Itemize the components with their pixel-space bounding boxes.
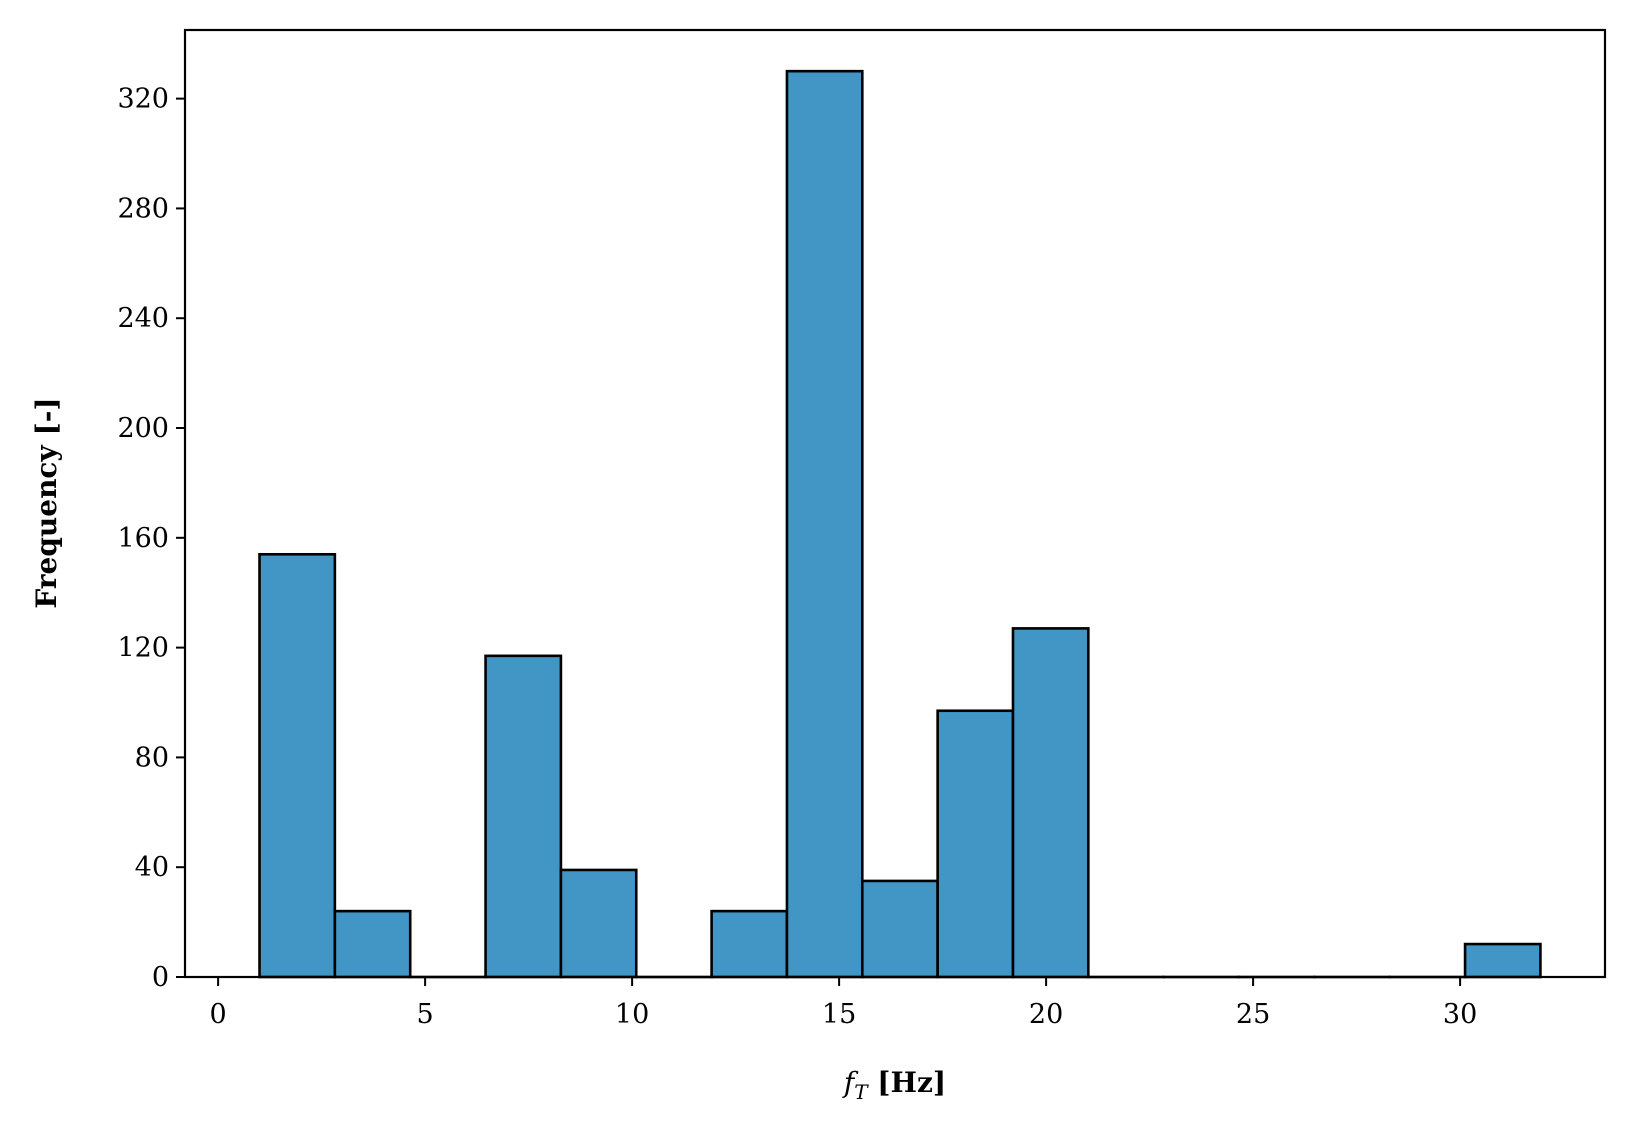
x-tick-label: 25 (1236, 999, 1270, 1030)
histogram-bar (860, 879, 939, 979)
x-tick-label: 15 (822, 999, 856, 1030)
y-tick-label: 280 (117, 193, 169, 224)
y-axis-label: Frequency [-] (30, 397, 63, 608)
y-tick-label: 200 (117, 413, 169, 444)
y-axis-ticks: 0 40 80 120 160 200 240 280 320 (117, 84, 185, 993)
histogram-bar (785, 69, 864, 979)
histogram-bar (559, 868, 638, 979)
histogram-bar (484, 654, 563, 979)
histogram-bar (333, 909, 412, 979)
x-axis-ticks: 0 5 10 15 20 25 30 (210, 977, 1477, 1030)
x-tick-label: 30 (1443, 999, 1477, 1030)
x-tick-label: 10 (615, 999, 649, 1030)
histogram-bar (1463, 942, 1542, 979)
y-tick-label: 120 (117, 633, 169, 664)
histogram-bars (258, 69, 1542, 979)
y-tick-label: 320 (117, 84, 169, 115)
y-tick-label: 240 (117, 303, 169, 334)
y-tick-label: 0 (152, 962, 169, 993)
plot-frame (183, 28, 1607, 979)
y-tick-label: 80 (135, 742, 169, 773)
x-tick-label: 0 (210, 999, 227, 1030)
y-tick-label: 40 (135, 852, 169, 883)
y-tick-label: 160 (117, 523, 169, 554)
histogram-bar (710, 909, 789, 979)
x-axis-label-unit: [Hz] (868, 1066, 947, 1099)
x-tick-label: 5 (417, 999, 434, 1030)
histogram-bar (936, 709, 1015, 979)
histogram-bar (1011, 627, 1090, 979)
x-tick-label: 20 (1029, 999, 1063, 1030)
x-axis-label: fT [Hz] (842, 1066, 946, 1104)
x-axis-label-subscript: T (854, 1080, 869, 1104)
histogram-bar (258, 552, 337, 979)
